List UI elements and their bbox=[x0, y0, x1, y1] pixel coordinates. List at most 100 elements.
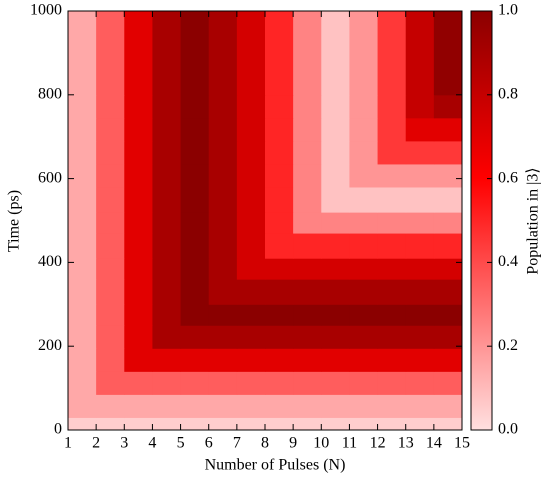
heatmap-cell bbox=[433, 258, 463, 280]
heatmap-cell bbox=[433, 233, 463, 259]
heatmap-cell bbox=[208, 186, 238, 213]
heatmap-cell bbox=[180, 233, 210, 259]
heatmap-cell bbox=[180, 348, 210, 372]
heatmap-cell bbox=[208, 140, 238, 165]
x-tick-label: 2 bbox=[92, 435, 100, 452]
heatmap-cell bbox=[96, 371, 125, 395]
x-tick-label: 1 bbox=[64, 435, 72, 452]
x-tick-label: 3 bbox=[120, 435, 128, 452]
heatmap-cell bbox=[433, 11, 463, 96]
heatmap-cell bbox=[377, 394, 407, 418]
heatmap-cell bbox=[265, 11, 294, 96]
heatmap-cell bbox=[152, 140, 182, 165]
heatmap-cell bbox=[152, 186, 182, 213]
heatmap-cell bbox=[208, 304, 238, 326]
heatmap-cell bbox=[377, 371, 407, 395]
heatmap-cell bbox=[377, 94, 407, 119]
heatmap-cell bbox=[96, 11, 125, 96]
heatmap-cell bbox=[68, 371, 97, 395]
heatmap-cell bbox=[68, 279, 97, 305]
heatmap-cell bbox=[124, 371, 153, 395]
heatmap-cell bbox=[180, 304, 210, 326]
x-tick-label: 15 bbox=[454, 435, 470, 452]
heatmap-cell bbox=[433, 348, 463, 372]
heatmap-cell bbox=[208, 417, 238, 431]
heatmap-cell bbox=[265, 417, 294, 431]
heatmap-cell bbox=[265, 117, 294, 142]
heatmap-cell bbox=[321, 212, 350, 234]
heatmap-cell bbox=[405, 186, 435, 213]
heatmap-cell bbox=[293, 233, 322, 259]
heatmap-cell bbox=[349, 304, 379, 326]
heatmap-cell bbox=[208, 94, 238, 119]
heatmap-cell bbox=[152, 325, 182, 349]
heatmap-cell bbox=[236, 212, 266, 234]
heatmap-cell bbox=[349, 348, 379, 372]
heatmap-cell bbox=[180, 417, 210, 431]
heatmap-cell bbox=[68, 325, 97, 349]
heatmap-cell bbox=[124, 11, 153, 96]
heatmap-cell bbox=[433, 417, 463, 431]
heatmap-cell bbox=[96, 394, 125, 418]
heatmap-cell bbox=[405, 163, 435, 188]
heatmap-cell bbox=[293, 325, 322, 349]
x-tick-label: 7 bbox=[233, 435, 241, 452]
heatmap-cell bbox=[236, 233, 266, 259]
heatmap-cell bbox=[124, 94, 153, 119]
heatmap-cell bbox=[349, 186, 379, 213]
heatmap-cell bbox=[265, 348, 294, 372]
x-tick-label: 6 bbox=[205, 435, 213, 452]
heatmap-cell bbox=[236, 279, 266, 305]
heatmap-cell bbox=[208, 394, 238, 418]
heatmap-cell bbox=[124, 117, 153, 142]
heatmap-cell bbox=[405, 371, 435, 395]
heatmap-cell bbox=[349, 94, 379, 119]
heatmap-cell bbox=[180, 279, 210, 305]
heatmap-cell bbox=[349, 394, 379, 418]
heatmap-cell bbox=[377, 140, 407, 165]
heatmap-cell bbox=[405, 394, 435, 418]
heatmap-cell bbox=[293, 371, 322, 395]
heatmap-cell bbox=[236, 94, 266, 119]
heatmap-cell bbox=[321, 325, 350, 349]
heatmap-cell bbox=[180, 325, 210, 349]
heatmap-cell bbox=[124, 140, 153, 165]
heatmap-cell bbox=[293, 417, 322, 431]
heatmap-cell bbox=[68, 11, 97, 96]
heatmap-cell bbox=[293, 94, 322, 119]
heatmap-cell bbox=[349, 140, 379, 165]
x-tick-label: 9 bbox=[289, 435, 297, 452]
heatmap-cell bbox=[377, 417, 407, 431]
y-tick-label: 400 bbox=[38, 253, 62, 270]
heatmap-cell bbox=[68, 212, 97, 234]
heatmap-cell bbox=[124, 233, 153, 259]
heatmap-cell bbox=[124, 258, 153, 280]
heatmap-cell bbox=[152, 371, 182, 395]
heatmap-cell bbox=[433, 94, 463, 119]
heatmap-cell bbox=[96, 186, 125, 213]
heatmap-cell bbox=[433, 140, 463, 165]
heatmap-cell bbox=[152, 117, 182, 142]
heatmap-cell bbox=[405, 233, 435, 259]
heatmap-cell bbox=[265, 258, 294, 280]
heatmap-cell bbox=[152, 233, 182, 259]
heatmap-cell bbox=[152, 394, 182, 418]
heatmap-cell bbox=[321, 394, 350, 418]
heatmap-cell bbox=[321, 140, 350, 165]
x-tick-label: 12 bbox=[370, 435, 386, 452]
heatmap-cell bbox=[265, 325, 294, 349]
heatmap-cell bbox=[433, 163, 463, 188]
heatmap-cell bbox=[180, 117, 210, 142]
heatmap-cell bbox=[405, 94, 435, 119]
colorbar-tick-label: 1.0 bbox=[498, 2, 518, 19]
heatmap-cell bbox=[208, 212, 238, 234]
heatmap-cell bbox=[265, 279, 294, 305]
heatmap-cell bbox=[321, 186, 350, 213]
heatmap-cell bbox=[377, 279, 407, 305]
heatmap-cell bbox=[68, 304, 97, 326]
heatmap-cell bbox=[236, 11, 266, 96]
heatmap-cell bbox=[208, 325, 238, 349]
heatmap-cell bbox=[349, 417, 379, 431]
heatmap-cell bbox=[349, 371, 379, 395]
heatmap-cell bbox=[265, 304, 294, 326]
